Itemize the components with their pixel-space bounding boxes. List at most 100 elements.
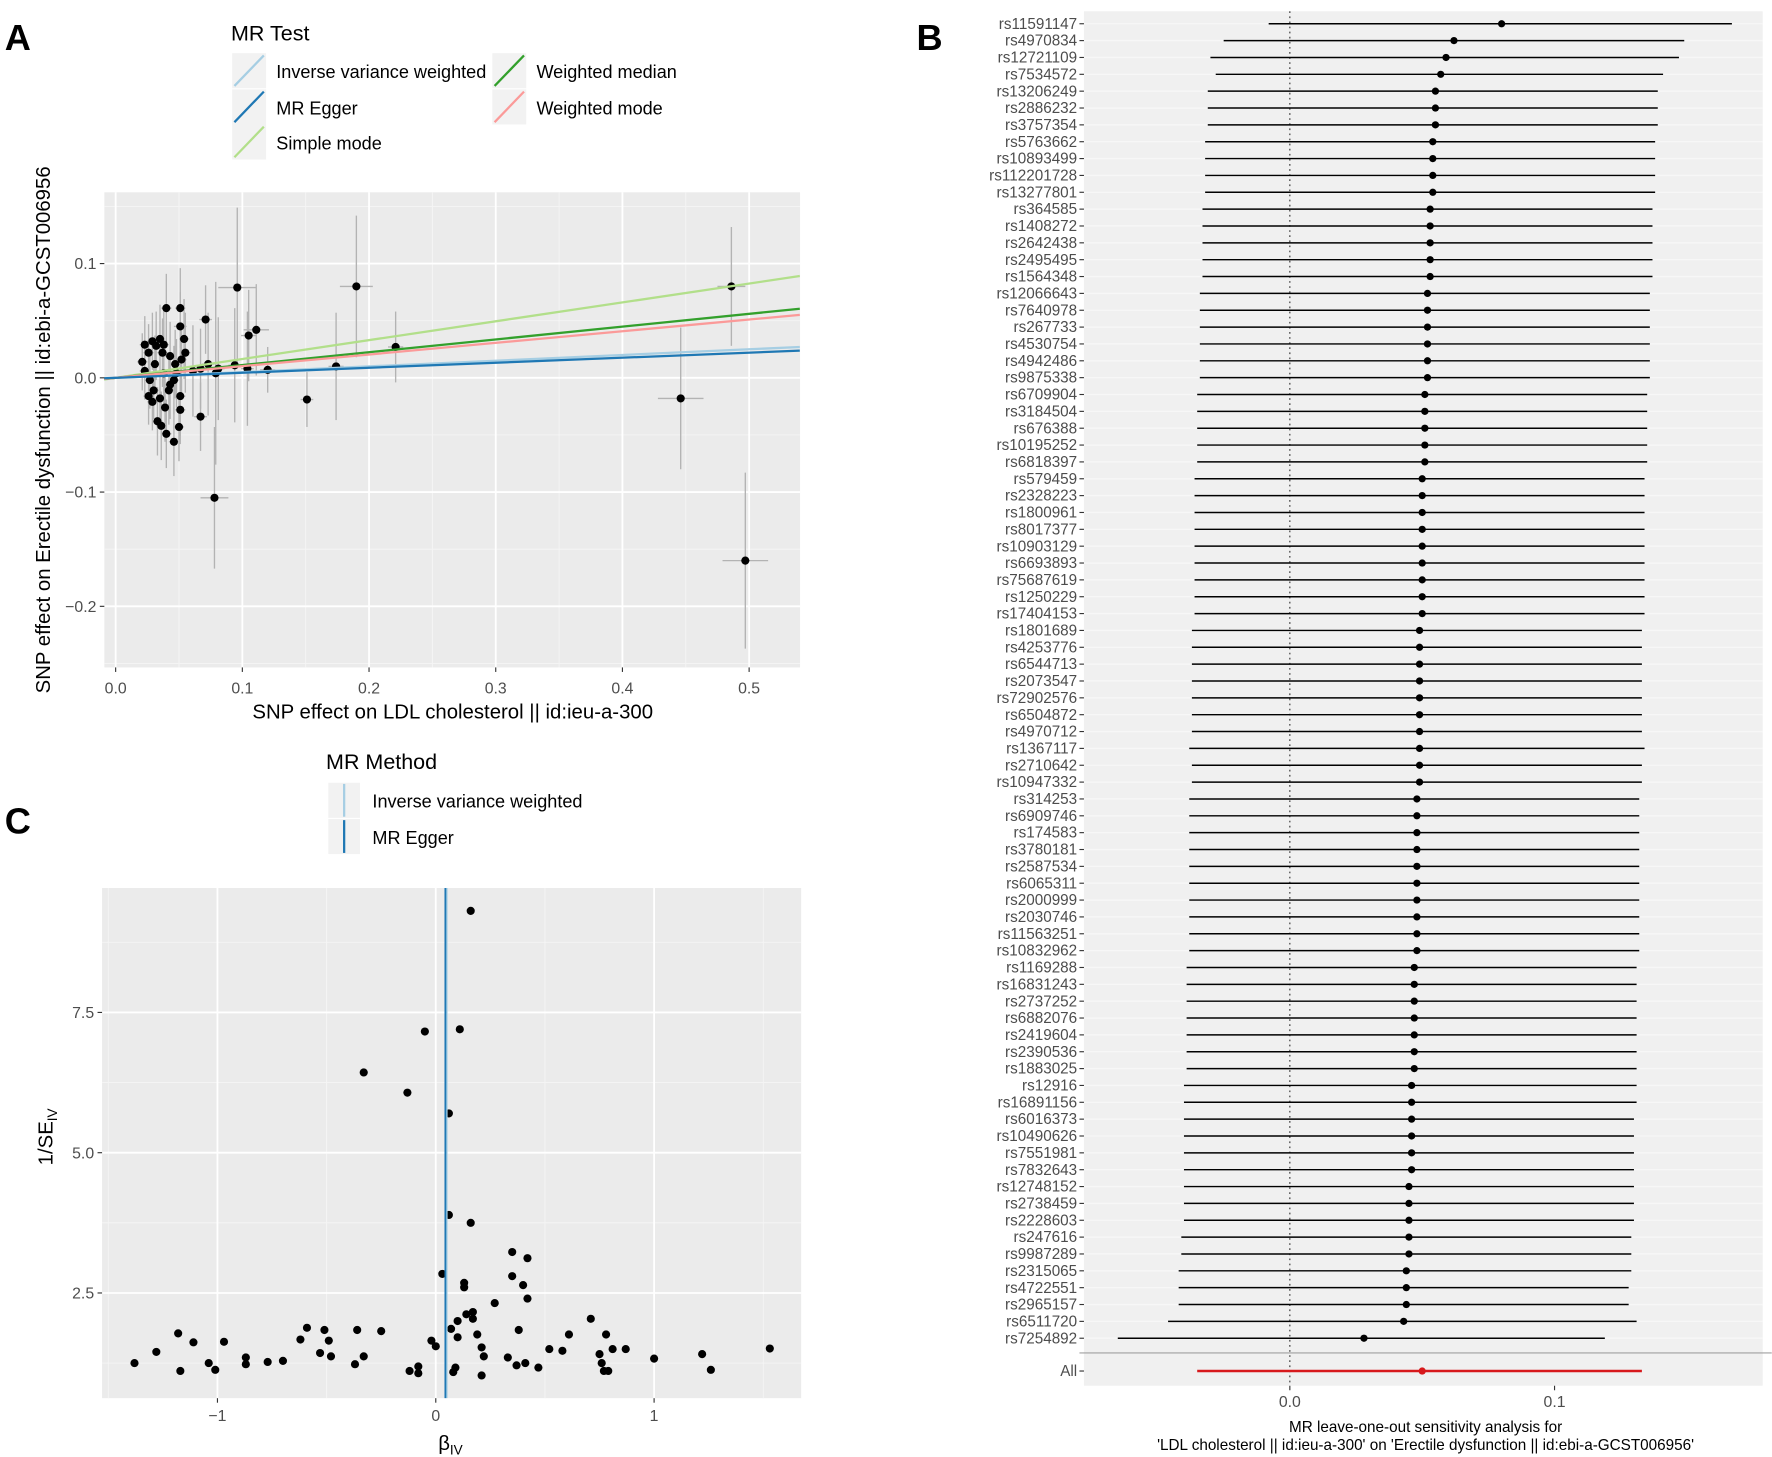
snp-estimate-point — [1418, 609, 1426, 618]
snp-point — [148, 397, 157, 406]
snp-estimate-point — [1415, 660, 1424, 668]
snp-point — [176, 1366, 185, 1376]
snp-estimate-point — [1405, 1233, 1413, 1241]
x-tick-label: 0.5 — [738, 680, 760, 697]
snp-label: rs4970834 — [1005, 33, 1078, 50]
snp-label: rs112201728 — [989, 168, 1077, 185]
snp-label: rs5763662 — [1005, 134, 1077, 151]
snp-label: rs6016373 — [1005, 1111, 1077, 1128]
snp-label: rs174583 — [1014, 825, 1078, 842]
snp-estimate-point — [1426, 222, 1434, 230]
legend-label: Simple mode — [276, 133, 382, 153]
snp-estimate-point — [1407, 1098, 1416, 1106]
snp-label: rs1800961 — [1005, 505, 1077, 522]
snp-estimate-point — [1407, 1132, 1416, 1140]
snp-estimate-point — [1415, 727, 1424, 736]
x-axis-title: SNP effect on LDL cholesterol || id:ieu-… — [252, 701, 653, 723]
snp-label: rs2073547 — [1005, 673, 1077, 690]
snp-label: rs4970712 — [1005, 724, 1077, 741]
snp-point — [162, 304, 171, 313]
x-tick-label: 0.0 — [1279, 1394, 1301, 1411]
snp-point — [144, 392, 153, 401]
snp-point — [153, 417, 162, 426]
snp-label: rs1564348 — [1005, 269, 1077, 286]
snp-point — [377, 1327, 386, 1336]
y-tick-label: 2.5 — [72, 1286, 94, 1303]
snp-point — [152, 1347, 161, 1356]
snp-label: rs13277801 — [997, 184, 1078, 201]
snp-estimate-point — [1418, 525, 1426, 533]
x-tick-label: 0.0 — [105, 680, 127, 697]
snp-point — [210, 493, 219, 502]
x-axis-title-line-1: MR leave-one-out sensitivity analysis fo… — [1289, 1419, 1562, 1436]
snp-estimate-point — [1418, 508, 1426, 517]
snp-point — [219, 1337, 229, 1346]
snp-estimate-point — [1426, 205, 1434, 213]
snp-label: rs9875338 — [1005, 370, 1077, 387]
snp-point — [508, 1247, 517, 1257]
snp-label: rs7254892 — [1005, 1330, 1077, 1347]
snp-estimate-point — [1410, 1064, 1418, 1073]
snp-point — [534, 1363, 543, 1372]
snp-estimate-point — [1423, 323, 1432, 331]
snp-label: rs2315065 — [1005, 1263, 1077, 1280]
snp-estimate-point — [1429, 154, 1437, 163]
x-tick-label: 0.2 — [358, 680, 380, 697]
snp-label: rs6544713 — [1005, 656, 1077, 673]
snp-estimate-point — [1431, 87, 1440, 95]
snp-label: rs6511720 — [1006, 1313, 1077, 1330]
snp-estimate-point — [1407, 1115, 1416, 1123]
y-tick-label: 7.5 — [72, 1005, 94, 1022]
snp-estimate-point — [1402, 1284, 1410, 1292]
snp-point — [352, 282, 361, 291]
snp-label: rs11591147 — [999, 16, 1077, 33]
legend-label: Inverse variance weighted — [276, 62, 486, 82]
snp-point — [320, 1325, 329, 1335]
snp-point — [171, 360, 180, 369]
snp-point — [140, 340, 149, 349]
plot-background — [104, 192, 801, 668]
snp-point — [586, 1314, 595, 1323]
snp-point — [564, 1330, 574, 1339]
snp-point — [176, 405, 185, 414]
snp-point — [155, 394, 165, 403]
snp-estimate-point — [1423, 306, 1432, 314]
legend-label: Inverse variance weighted — [372, 792, 582, 812]
snp-label: rs7640978 — [1005, 302, 1077, 319]
snp-point — [477, 1371, 486, 1380]
snp-point — [324, 1336, 333, 1345]
y-tick-label: 5.0 — [72, 1145, 94, 1162]
snp-point — [466, 1218, 475, 1227]
snp-point — [359, 1068, 368, 1077]
snp-point — [453, 1333, 462, 1342]
snp-point — [706, 1365, 715, 1374]
snp-point — [604, 1366, 613, 1376]
snp-label: rs7832643 — [1005, 1162, 1077, 1179]
snp-point — [479, 1352, 488, 1361]
snp-estimate-point — [1423, 340, 1432, 348]
snp-label: rs10947332 — [997, 774, 1078, 791]
snp-point — [315, 1348, 325, 1358]
snp-point — [241, 1353, 250, 1362]
snp-point — [514, 1325, 523, 1335]
legend-title: MR Method — [326, 750, 437, 774]
snp-label: rs2587534 — [1005, 858, 1078, 875]
snp-label: rs2328223 — [1005, 488, 1077, 505]
snp-label: rs1883025 — [1005, 1061, 1077, 1078]
snp-estimate-point — [1413, 829, 1421, 837]
snp-estimate-point — [1415, 694, 1424, 702]
snp-estimate-point — [1415, 711, 1424, 719]
snp-point — [138, 357, 147, 366]
snp-point — [244, 331, 253, 340]
legend-key-line — [493, 54, 525, 87]
snp-point — [414, 1369, 423, 1378]
panel-letter-c: C — [5, 801, 31, 842]
snp-estimate-point — [1413, 862, 1421, 870]
snp-point — [204, 1359, 213, 1368]
snp-estimate-point — [1418, 542, 1426, 550]
snp-point — [350, 1360, 360, 1369]
snp-estimate-point — [1421, 441, 1429, 449]
snp-estimate-point — [1415, 761, 1424, 769]
snp-point — [512, 1361, 521, 1370]
